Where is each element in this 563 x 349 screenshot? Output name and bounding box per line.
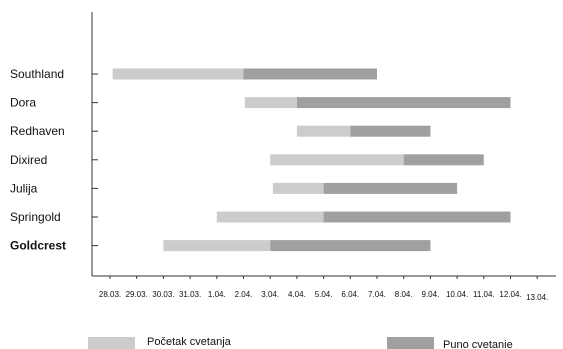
bar-puno-springold — [323, 211, 511, 223]
category-label: Julija — [10, 181, 38, 195]
category-label: Redhaven — [10, 124, 65, 138]
category-label: Dixired — [10, 153, 47, 167]
bar-puno-dora — [296, 97, 511, 109]
x-tick-label: 13.04. — [526, 293, 548, 302]
bar-pocetak-dixired — [270, 154, 404, 166]
x-tick-labels: 28.03. 29.03. 30.03. 31.03. 1.04. 2.04. 3.04. 4… — [99, 290, 548, 302]
x-tick-label: 2.04. — [235, 290, 253, 299]
x-tick-label: 8.04. — [395, 290, 413, 299]
category-label: Southland — [10, 67, 64, 81]
x-tick-label: 1.04. — [208, 290, 226, 299]
category-label: Springold — [10, 210, 61, 224]
x-tick-label: 28.03. — [99, 290, 121, 299]
x-tick-label: 6.04. — [341, 290, 359, 299]
bar-pocetak-dora — [244, 97, 297, 109]
legend-label-pocetak: Početak cvetanja — [147, 336, 232, 348]
bar-pocetak-springold — [216, 211, 324, 223]
bar-puno-southland — [243, 68, 377, 80]
bar-pocetak-goldcrest — [163, 240, 271, 252]
x-tick-label: 9.04. — [422, 290, 440, 299]
legend-swatch-pocetak — [88, 337, 135, 349]
bar-pocetak-redhaven — [296, 125, 351, 137]
category-labels: Southland Dora Redhaven Dixired Julija Spring… — [10, 67, 66, 253]
x-tick-label: 29.03. — [126, 290, 148, 299]
x-tick-label: 3.04. — [261, 290, 279, 299]
bars — [112, 68, 511, 252]
bar-pocetak-southland — [112, 68, 244, 80]
category-label: Dora — [10, 96, 36, 110]
x-tick-label: 30.03. — [152, 290, 174, 299]
x-tick-label: 4.04. — [288, 290, 306, 299]
x-tick-label: 7.04. — [368, 290, 386, 299]
x-tick-label: 31.03. — [179, 290, 201, 299]
legend-label-puno: Puno cvetanie — [443, 339, 513, 349]
bar-puno-julija — [323, 182, 458, 194]
bar-puno-goldcrest — [270, 240, 431, 252]
bar-pocetak-julija — [272, 182, 324, 194]
bar-puno-redhaven — [350, 125, 431, 137]
x-tick-label: 10.04. — [446, 290, 468, 299]
x-tick-label: 5.04. — [315, 290, 333, 299]
bar-puno-dixired — [403, 154, 484, 166]
axes — [91, 12, 556, 279]
x-tick-label: 12.04. — [499, 290, 521, 299]
x-tick-label: 11.04. — [473, 290, 495, 299]
legend-swatch-puno — [387, 337, 434, 349]
legend: Početak cvetanja Puno cvetanie — [88, 336, 513, 349]
category-label: Goldcrest — [10, 239, 66, 253]
